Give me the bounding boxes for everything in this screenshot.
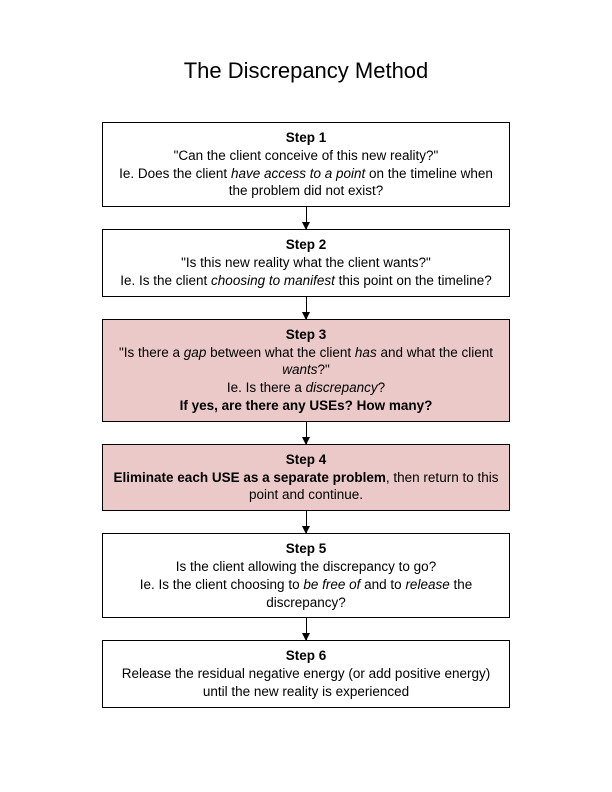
step-line: "Can the client conceive of this new rea… [113, 147, 499, 165]
page-title: The Discrepancy Method [0, 0, 612, 122]
step-box-4: Step 4Eliminate each USE as a separate p… [102, 444, 510, 511]
arrow-down-icon [306, 618, 307, 640]
step-line: Ie. Is the client choosing to manifest t… [113, 272, 499, 290]
step-line: Ie. Is there a discrepancy? [113, 379, 499, 397]
step-line: Release the residual negative energy (or… [113, 665, 499, 701]
arrow-down-icon [306, 207, 307, 229]
step-line: Ie. Is the client choosing to be free of… [113, 576, 499, 612]
flowchart: Step 1"Can the client conceive of this n… [102, 122, 510, 708]
step-box-2: Step 2"Is this new reality what the clie… [102, 229, 510, 296]
step-box-6: Step 6Release the residual negative ener… [102, 640, 510, 707]
step-box-3: Step 3"Is there a gap between what the c… [102, 319, 510, 422]
step-title: Step 2 [113, 236, 499, 254]
step-line: If yes, are there any USEs? How many? [113, 397, 499, 415]
arrow-down-icon [306, 297, 307, 319]
step-title: Step 4 [113, 451, 499, 469]
arrow-down-icon [306, 511, 307, 533]
step-line: "Is this new reality what the client wan… [113, 254, 499, 272]
step-box-1: Step 1"Can the client conceive of this n… [102, 122, 510, 207]
step-line: Is the client allowing the discrepancy t… [113, 558, 499, 576]
step-line: "Is there a gap between what the client … [113, 344, 499, 380]
step-box-5: Step 5Is the client allowing the discrep… [102, 533, 510, 618]
step-line: Ie. Does the client have access to a poi… [113, 165, 499, 201]
arrow-down-icon [306, 422, 307, 444]
step-title: Step 6 [113, 647, 499, 665]
step-line: Eliminate each USE as a separate problem… [113, 469, 499, 505]
step-title: Step 5 [113, 540, 499, 558]
step-title: Step 1 [113, 129, 499, 147]
step-title: Step 3 [113, 326, 499, 344]
